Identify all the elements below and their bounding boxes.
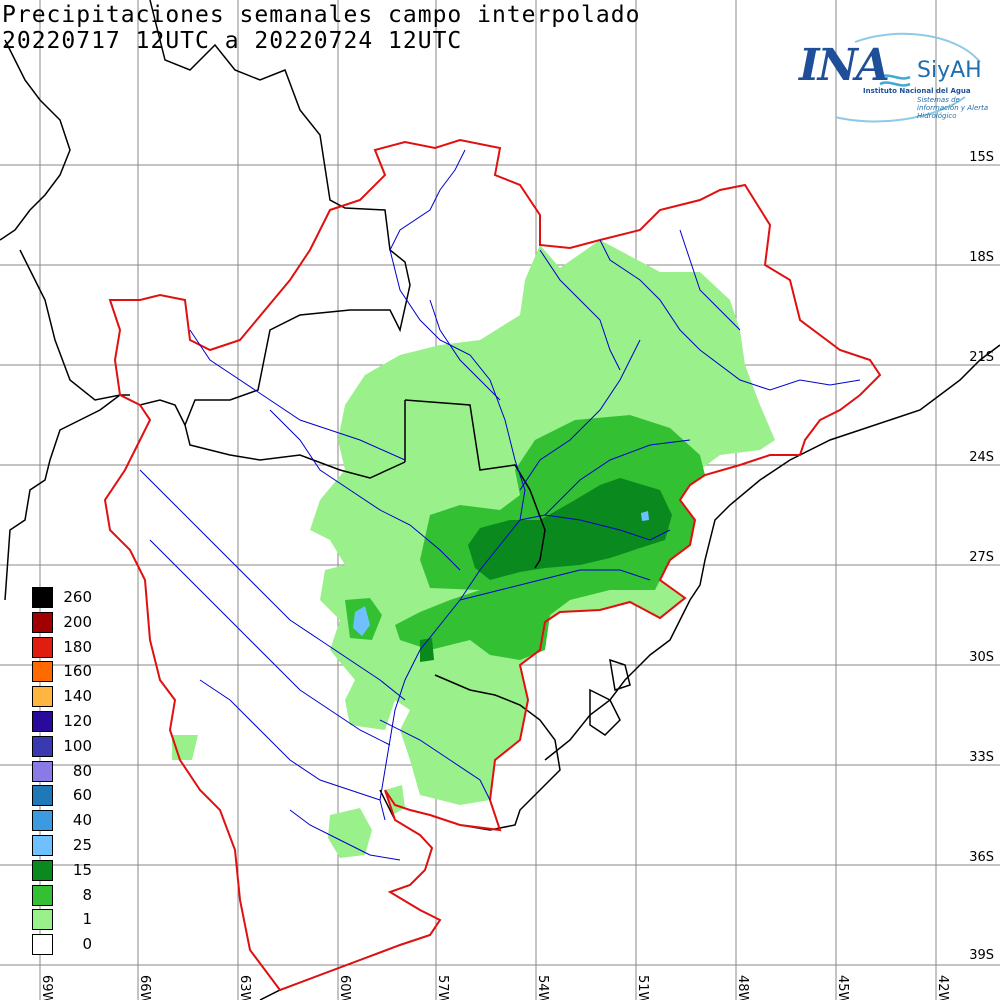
legend-label: 140: [63, 687, 92, 706]
precip-25mm-area: [353, 511, 649, 636]
lon-label-45w: 45W: [835, 975, 850, 1000]
legend-swatch: [32, 686, 53, 708]
map-title: Precipitaciones semanales campo interpol…: [2, 2, 640, 54]
legend-label: 0: [82, 935, 92, 954]
river-network: [139, 149, 861, 861]
legend-label: 8: [82, 885, 92, 904]
lon-label-69w: 69W: [39, 975, 54, 1000]
legend-label: 200: [63, 612, 92, 631]
legend-label: 160: [63, 662, 92, 681]
ina-siyah-logo: INA SiyAH Instituto Nacional del Agua Si…: [795, 32, 995, 127]
legend-swatch: [32, 859, 53, 881]
legend-swatch: [32, 636, 53, 658]
logo-ina-text: INA: [799, 40, 890, 91]
precip-15mm-area: [420, 478, 672, 662]
legend-label: 60: [72, 786, 92, 805]
legend-label: 15: [72, 860, 92, 879]
legend-swatch: [32, 661, 53, 683]
legend-label: 25: [72, 835, 92, 854]
legend-label: 40: [72, 811, 92, 830]
legend-swatch: [32, 587, 53, 608]
legend-item: 0: [32, 933, 102, 958]
legend-label: 100: [63, 736, 92, 755]
lon-label-42w: 42W: [935, 975, 950, 1000]
lat-label-18s: 18S: [969, 250, 994, 265]
legend-item: 40: [32, 809, 102, 834]
logo-subtitle-1: Instituto Nacional del Agua: [863, 87, 971, 95]
legend-item: 1: [32, 908, 102, 933]
lat-label-30s: 30S: [969, 650, 994, 665]
title-line-2: 20220717 12UTC a 20220724 12UTC: [2, 28, 463, 54]
legend-swatch: [32, 934, 53, 956]
lat-label-33s: 33S: [969, 750, 994, 765]
color-legend: 260 200 180 160 140 120 100 80 60 40 25 15 8 1 0: [32, 586, 102, 958]
legend-item: 15: [32, 859, 102, 884]
legend-label: 120: [63, 711, 92, 730]
legend-label: 180: [63, 637, 92, 656]
legend-item: 180: [32, 636, 102, 661]
legend-swatch: [32, 611, 53, 633]
legend-swatch: [32, 810, 53, 832]
lat-label-36s: 36S: [969, 850, 994, 865]
lat-label-39s: 39S: [969, 948, 994, 963]
lon-label-60w: 60W: [337, 975, 352, 1000]
lat-label-15s: 15S: [969, 150, 994, 165]
logo-subtitle-2: Sistemas de información y Alerta Hidroló…: [917, 96, 989, 120]
legend-label: 80: [72, 761, 92, 780]
legend-swatch: [32, 834, 53, 856]
lon-label-63w: 63W: [237, 975, 252, 1000]
legend-item: 8: [32, 884, 102, 909]
legend-label: 260: [63, 588, 92, 606]
lon-label-51w: 51W: [635, 975, 650, 1000]
basin-boundary: [103, 138, 882, 992]
legend-item: 25: [32, 834, 102, 859]
legend-swatch: [32, 710, 53, 732]
legend-item: 260: [32, 586, 102, 611]
logo-siyah-text: SiyAH: [917, 58, 982, 83]
legend-item: 60: [32, 784, 102, 809]
lat-label-24s: 24S: [969, 450, 994, 465]
legend-label: 1: [82, 910, 92, 929]
lon-label-48w: 48W: [735, 975, 750, 1000]
lat-label-27s: 27S: [969, 550, 994, 565]
legend-item: 200: [32, 611, 102, 636]
lat-label-21s: 21S: [969, 350, 994, 365]
legend-swatch: [32, 884, 53, 906]
lon-label-54w: 54W: [535, 975, 550, 1000]
legend-item: 120: [32, 710, 102, 735]
legend-swatch: [32, 760, 53, 782]
legend-item: 140: [32, 685, 102, 710]
lon-label-66w: 66W: [137, 975, 152, 1000]
legend-swatch: [32, 909, 53, 931]
lon-label-57w: 57W: [435, 975, 450, 1000]
title-line-1: Precipitaciones semanales campo interpol…: [2, 2, 641, 28]
legend-swatch: [32, 735, 53, 757]
logo-swoosh-icon: [834, 32, 981, 123]
legend-item: 80: [32, 760, 102, 785]
legend-item: 160: [32, 660, 102, 685]
legend-swatch: [32, 785, 53, 807]
legend-item: 100: [32, 735, 102, 760]
